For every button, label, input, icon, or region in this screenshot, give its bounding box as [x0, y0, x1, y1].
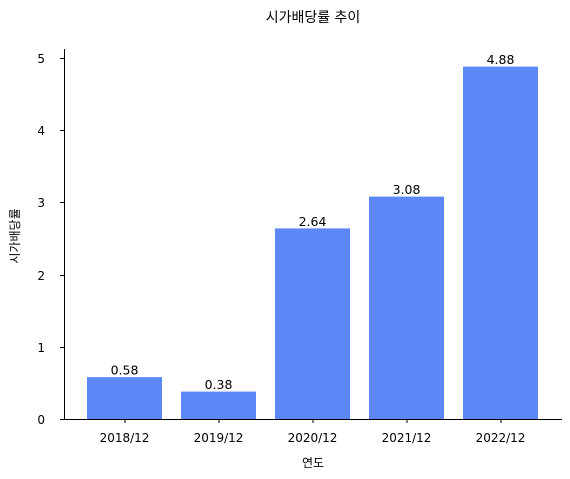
- y-tick-label: 5: [37, 52, 45, 66]
- x-tick-label: 2018/12: [100, 431, 150, 445]
- bar-2018-12: [87, 377, 162, 419]
- x-tick-label: 2022/12: [476, 431, 526, 445]
- x-tick-label: 2019/12: [194, 431, 244, 445]
- chart-title: 시가배당률 추이: [266, 10, 361, 26]
- bar-value-label: 0.58: [111, 363, 139, 378]
- bar-value-label: 0.38: [205, 377, 233, 392]
- y-tick-label: 2: [37, 269, 45, 283]
- x-tick-label: 2021/12: [382, 431, 432, 445]
- y-tick-label: 4: [37, 124, 45, 138]
- bar-2022-12: [463, 66, 538, 419]
- value-labels-layer: 0.58 0.38 2.64 3.08 4.88: [111, 52, 515, 392]
- bar-value-label: 2.64: [299, 214, 327, 229]
- y-axis-label: 시가배당률: [8, 208, 22, 263]
- y-tick-label: 0: [37, 413, 45, 427]
- x-axis-label: 연도: [302, 456, 324, 470]
- y-tick-label: 1: [37, 341, 45, 355]
- bar-value-label: 4.88: [487, 52, 515, 67]
- bar-2020-12: [275, 228, 350, 419]
- y-tick-label: 3: [37, 196, 45, 210]
- y-ticks-layer: 0 1 2 3 4 5: [37, 52, 64, 427]
- bar-2019-12: [181, 391, 256, 419]
- bars-layer: [87, 66, 538, 419]
- bar-value-label: 3.08: [393, 182, 421, 197]
- x-ticks-layer: 2018/12 2019/12 2020/12 2021/12 2022/12: [100, 419, 526, 445]
- bar-2021-12: [369, 196, 444, 419]
- x-tick-label: 2020/12: [288, 431, 338, 445]
